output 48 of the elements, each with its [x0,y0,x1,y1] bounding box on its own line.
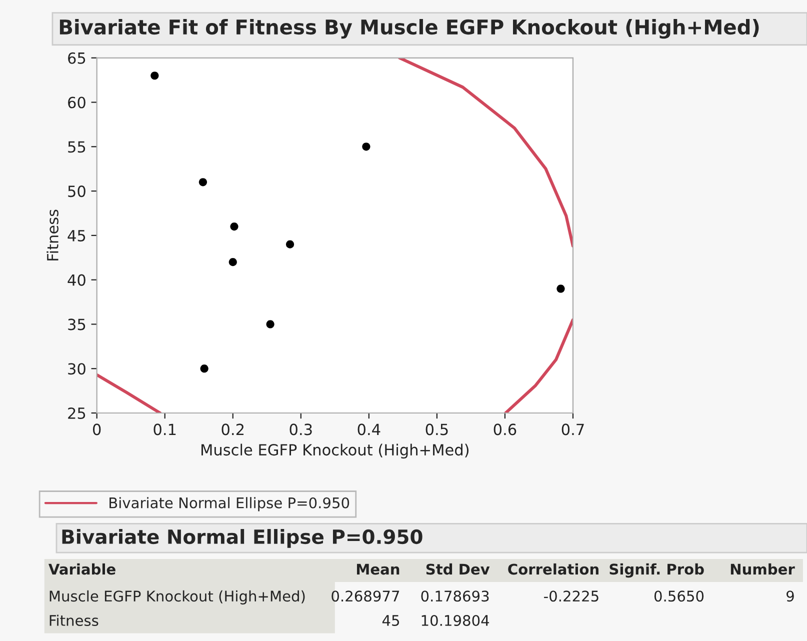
legend-label: Bivariate Normal Ellipse P=0.950 [110,497,350,512]
y-tick-label: 65 [68,52,86,64]
x-tick-label: 0.3 [290,424,312,436]
text: 0.5650 [654,590,704,602]
y-tick-label: 30 [68,363,86,375]
chart-title: Bivariate Fit of Fitness By Muscle EGFP Knockout (High+Med) [60,19,759,39]
text: Muscle EGFP Knockout (High+Med) [50,590,305,604]
point [230,222,238,231]
text: Bivariate Normal Ellipse P=0.950 [62,529,422,548]
text: Signif. Prob [610,563,704,578]
x-tick-label: 0.6 [494,424,516,436]
text: 10.19804 [422,614,490,626]
x-tick-label: 0.2 [222,424,244,436]
x-tick-label: 0.7 [562,424,584,436]
y-tick-label: 45 [68,230,86,242]
x-tick-label: 0.1 [154,424,176,436]
x-tick-label: 0.5 [426,424,448,436]
y-tick-label: 60 [68,96,86,108]
line-series [398,58,573,248]
text: Std Dev [426,563,490,575]
point [286,240,294,248]
text: 9 [786,590,794,602]
x-axis-title: Muscle EGFP Knockout (High+Med) [202,444,468,459]
text: Mean [356,564,400,575]
text: Variable [48,563,116,575]
point [266,320,274,328]
x-tick-label: 0 [92,424,101,436]
text: Number [730,563,795,575]
text: -0.2225 [544,590,598,602]
y-tick-label: 50 [68,186,86,198]
point [200,364,208,373]
text: 45 [382,615,399,626]
y-tick-label: 40 [68,274,86,286]
text: Correlation [508,563,598,575]
y-tick-label: 55 [68,141,86,153]
text: 0.268977 [332,590,400,602]
point [198,178,207,186]
text: Fitness [50,614,98,626]
x-tick-label: 0.4 [358,424,380,436]
y-tick-label: 25 [68,407,86,420]
point [556,284,565,293]
point [362,142,370,151]
point [228,258,237,266]
y-tick-label: 35 [68,318,86,330]
line-series [504,318,573,413]
text: 0.178693 [421,590,489,602]
point [150,72,159,80]
y-axis-title: Fitness [46,210,58,260]
